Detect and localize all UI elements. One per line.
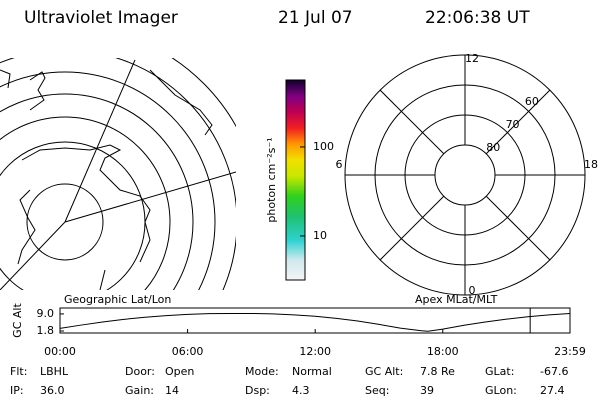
field-value: -67.6 <box>540 365 568 378</box>
field-value: 36.0 <box>40 384 65 397</box>
y-tick-label: 1.8 <box>37 324 55 337</box>
field-label: Gain: <box>125 384 154 397</box>
field-value: 14 <box>165 384 179 397</box>
colorbar <box>285 79 306 281</box>
y-tick-label: 9.0 <box>37 307 55 320</box>
x-tick-label: 12:00 <box>299 345 331 358</box>
field-label: GLon: <box>485 384 517 397</box>
field-label: Dsp: <box>245 384 270 397</box>
ring-label: 70 <box>506 118 520 131</box>
field-label: Mode: <box>245 365 279 378</box>
polar-spoke <box>379 195 445 261</box>
polar-spoke <box>379 89 445 155</box>
field-label: Flt: <box>10 365 27 378</box>
x-tick-label: 23:59 <box>554 345 586 358</box>
lat-circle <box>26 183 104 261</box>
geographic-map <box>0 58 236 290</box>
x-tick-label: 18:00 <box>427 345 459 358</box>
field-value: 27.4 <box>540 384 565 397</box>
y-axis-label: GC Alt <box>11 303 24 338</box>
hour-label: 0 <box>469 284 476 297</box>
polar-spoke <box>485 195 551 261</box>
coastline <box>0 69 213 290</box>
title: Ultraviolet Imager <box>24 8 178 28</box>
field-value: 7.8 Re <box>420 365 455 378</box>
field-label: GLat: <box>485 365 514 378</box>
hour-label: 18 <box>584 158 598 171</box>
polar-ring <box>434 144 496 206</box>
field-value: 39 <box>420 384 434 397</box>
lat-circle <box>171 58 236 128</box>
lon-line <box>64 59 136 223</box>
colorbar-label: photon cm⁻²s⁻¹ <box>265 137 278 222</box>
ring-label: 80 <box>486 141 500 154</box>
polar-ring <box>374 84 556 266</box>
x-tick-label: 06:00 <box>172 345 204 358</box>
hour-label: 12 <box>465 52 479 65</box>
lat-circle <box>0 93 194 290</box>
lon-line <box>64 171 236 223</box>
polar-ring <box>404 114 526 236</box>
field-value: Open <box>165 365 194 378</box>
field-label: IP: <box>10 384 24 397</box>
ring-label: 60 <box>525 95 539 108</box>
colorbar-tick-label: 10 <box>313 229 327 242</box>
field-label: Seq: <box>365 384 389 397</box>
field-value: Normal <box>292 365 332 378</box>
date: 21 Jul 07 <box>278 8 353 28</box>
field-value: 4.3 <box>292 384 310 397</box>
field-value: LBHL <box>40 365 69 378</box>
map-label: Geographic Lat/Lon <box>64 293 171 306</box>
hour-label: 6 <box>336 158 343 171</box>
map-label: Apex MLat/MLT <box>415 293 498 306</box>
altitude-line <box>59 312 571 332</box>
colorbar-tick-label: 100 <box>313 140 334 153</box>
x-tick-label: 00:00 <box>44 345 76 358</box>
polar-spoke <box>485 89 551 155</box>
lon-line <box>0 221 66 290</box>
time: 22:06:38 UT <box>425 8 530 28</box>
field-label: GC Alt: <box>365 365 403 378</box>
lat-circle <box>0 141 146 290</box>
lat-circle <box>0 58 236 290</box>
field-label: Door: <box>125 365 155 378</box>
lat-circle <box>0 71 216 290</box>
lat-circle <box>0 116 171 290</box>
